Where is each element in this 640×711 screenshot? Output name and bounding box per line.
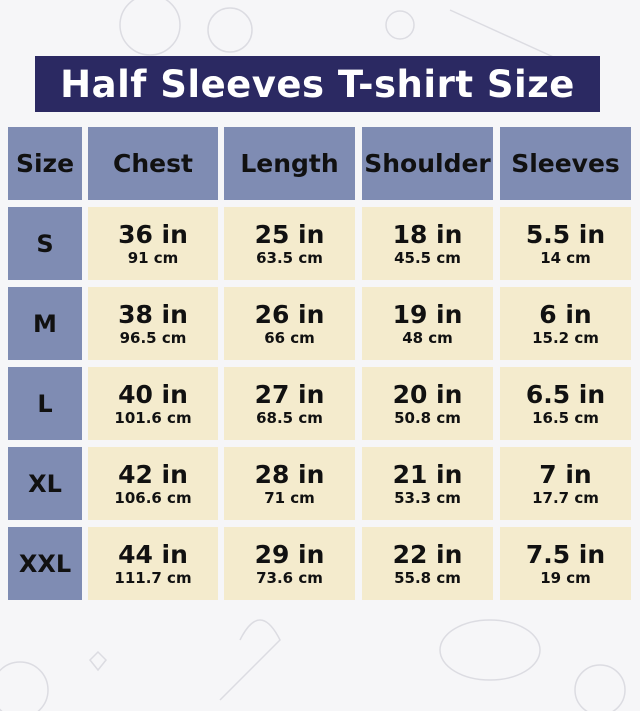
- cm-value: 16.5 cm: [532, 408, 599, 427]
- header-label: Shoulder: [364, 149, 491, 178]
- measurement-cell: 36 in 91 cm: [88, 207, 218, 280]
- inches-value: 25 in: [254, 219, 325, 249]
- inches-value: 29 in: [254, 539, 325, 569]
- size-label-cell: XXL: [8, 527, 82, 600]
- header-label: Chest: [113, 149, 193, 178]
- column-header: Length: [224, 127, 355, 200]
- measurement-cell: 25 in 63.5 cm: [224, 207, 355, 280]
- column-header: Size: [8, 127, 82, 200]
- size-label-cell: L: [8, 367, 82, 440]
- cm-value: 101.6 cm: [114, 408, 192, 427]
- measurement-cell: 28 in 71 cm: [224, 447, 355, 520]
- measurement-cell: 7 in 17.7 cm: [500, 447, 631, 520]
- inches-value: 28 in: [254, 459, 325, 489]
- inches-value: 7 in: [539, 459, 592, 489]
- inches-value: 20 in: [392, 379, 463, 409]
- yarn-ball-icon: [0, 661, 49, 711]
- cm-value: 66 cm: [264, 328, 315, 347]
- header-label: Size: [15, 149, 75, 178]
- needle-icon: [449, 9, 561, 61]
- measurement-cell: 18 in 45.5 cm: [362, 207, 493, 280]
- cm-value: 55.8 cm: [394, 568, 461, 587]
- inches-value: 7.5 in: [525, 539, 606, 569]
- inches-value: 6 in: [539, 299, 592, 329]
- measurement-cell: 40 in 101.6 cm: [88, 367, 218, 440]
- inches-value: 40 in: [118, 379, 188, 409]
- header-label: Sleeves: [511, 149, 620, 178]
- inches-value: 27 in: [254, 379, 325, 409]
- measurement-cell: 7.5 in 19 cm: [500, 527, 631, 600]
- inches-value: 21 in: [392, 459, 463, 489]
- cm-value: 50.8 cm: [394, 408, 461, 427]
- heart-icon: [88, 650, 108, 672]
- button-icon: [385, 10, 415, 40]
- inches-value: 38 in: [118, 299, 188, 329]
- inches-value: 44 in: [118, 539, 188, 569]
- measurement-cell: 6 in 15.2 cm: [500, 287, 631, 360]
- yarn-ball-icon: [119, 0, 181, 56]
- cm-value: 53.3 cm: [394, 488, 461, 507]
- cm-value: 15.2 cm: [532, 328, 599, 347]
- column-header: Chest: [88, 127, 218, 200]
- measurement-cell: 20 in 50.8 cm: [362, 367, 493, 440]
- measurement-cell: 27 in 68.5 cm: [224, 367, 355, 440]
- size-label: XXL: [18, 549, 72, 578]
- measurement-cell: 26 in 66 cm: [224, 287, 355, 360]
- cm-value: 45.5 cm: [394, 248, 461, 267]
- size-label: L: [37, 389, 53, 418]
- column-header: Shoulder: [362, 127, 493, 200]
- measurement-cell: 42 in 106.6 cm: [88, 447, 218, 520]
- measurement-cell: 21 in 53.3 cm: [362, 447, 493, 520]
- cm-value: 106.6 cm: [114, 488, 192, 507]
- cm-value: 19 cm: [540, 568, 591, 587]
- inches-value: 36 in: [118, 219, 188, 249]
- measurement-cell: 22 in 55.8 cm: [362, 527, 493, 600]
- inches-value: 42 in: [118, 459, 188, 489]
- measurement-cell: 38 in 96.5 cm: [88, 287, 218, 360]
- cm-value: 91 cm: [127, 248, 179, 267]
- inches-value: 5.5 in: [525, 219, 606, 249]
- cm-value: 17.7 cm: [532, 488, 599, 507]
- page-title: Half Sleeves T-shirt Size: [35, 56, 600, 112]
- cm-value: 14 cm: [540, 248, 591, 267]
- header-label: Length: [240, 149, 339, 178]
- yarn-ball-icon: [207, 7, 253, 53]
- inches-value: 22 in: [392, 539, 463, 569]
- size-label: M: [33, 309, 57, 338]
- cm-value: 71 cm: [264, 488, 315, 507]
- cm-value: 48 cm: [402, 328, 453, 347]
- column-header: Sleeves: [500, 127, 631, 200]
- cm-value: 111.7 cm: [114, 568, 192, 587]
- inches-value: 18 in: [392, 219, 463, 249]
- inches-value: 26 in: [254, 299, 325, 329]
- inches-value: 6.5 in: [525, 379, 606, 409]
- size-label-cell: XL: [8, 447, 82, 520]
- measurement-cell: 19 in 48 cm: [362, 287, 493, 360]
- sheep-icon: [439, 619, 541, 681]
- cm-value: 73.6 cm: [256, 568, 323, 587]
- measurement-cell: 5.5 in 14 cm: [500, 207, 631, 280]
- yarn-ball-icon: [574, 664, 626, 711]
- cm-value: 63.5 cm: [256, 248, 323, 267]
- size-label-cell: M: [8, 287, 82, 360]
- heart-thread-icon: [219, 619, 281, 701]
- size-label: S: [36, 229, 54, 258]
- measurement-cell: 6.5 in 16.5 cm: [500, 367, 631, 440]
- measurement-cell: 44 in 111.7 cm: [88, 527, 218, 600]
- size-label-cell: S: [8, 207, 82, 280]
- inches-value: 19 in: [392, 299, 463, 329]
- cm-value: 96.5 cm: [119, 328, 187, 347]
- measurement-cell: 29 in 73.6 cm: [224, 527, 355, 600]
- size-label: XL: [28, 469, 62, 498]
- cm-value: 68.5 cm: [256, 408, 323, 427]
